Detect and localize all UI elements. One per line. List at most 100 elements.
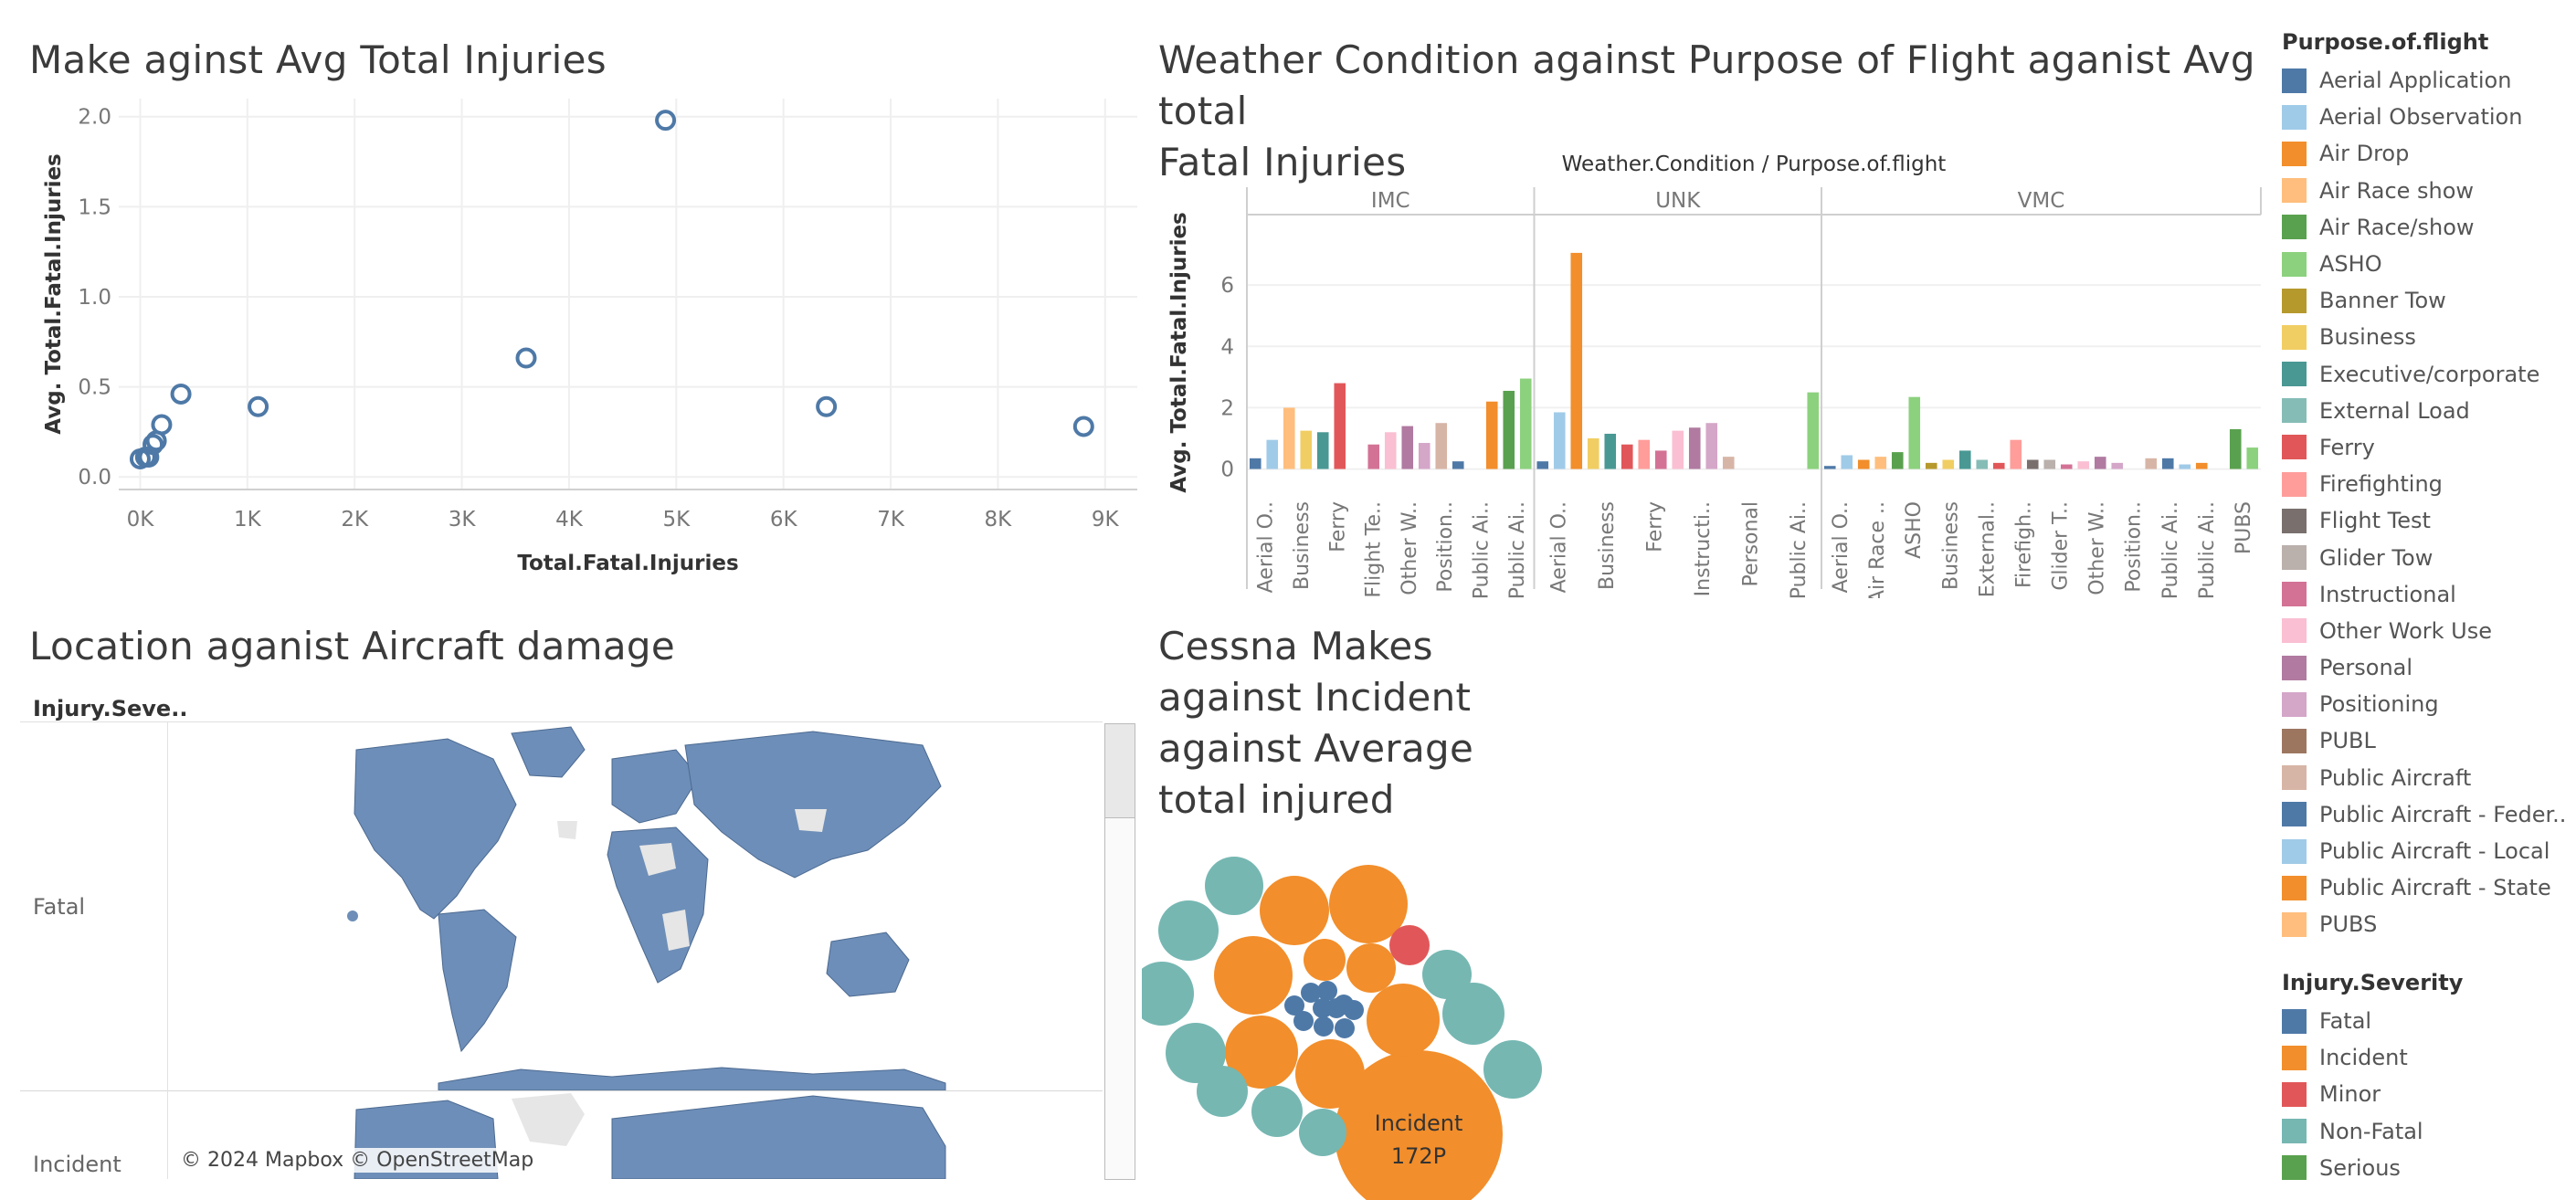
bubble-fatal-mark[interactable] [1284,995,1304,1016]
bar-mark[interactable] [1705,423,1718,469]
bar-mark[interactable] [2094,457,2106,469]
legend-purpose-item[interactable]: Glider Tow [2282,539,2565,575]
bar-mark[interactable] [1249,458,1262,469]
bar-mark[interactable] [1452,461,1464,469]
world-map-fatal[interactable] [338,722,950,1090]
legend-severity-item[interactable]: Fatal [2282,1003,2565,1039]
bubble-fatal-mark[interactable] [1317,981,1337,1001]
scatter-point[interactable] [655,110,677,132]
scatter-point[interactable] [170,383,192,405]
legend-purpose-list[interactable]: Aerial Application Aerial Observation Air … [2282,62,2565,971]
bubble-fatal-mark[interactable] [1335,1018,1355,1038]
scatter-point[interactable] [816,395,838,417]
bar-mark[interactable] [1823,466,1836,469]
bar-mark[interactable] [1485,401,1498,469]
bubble-non-fatal-mark[interactable] [1142,962,1194,1026]
scatter-point[interactable] [515,347,537,369]
bar-mark[interactable] [1807,392,1820,469]
legend-purpose-item[interactable]: Instructional [2282,576,2565,613]
bar-mark[interactable] [1519,378,1532,469]
bar-mark[interactable] [1553,412,1566,469]
legend-purpose-item[interactable]: Personal [2282,649,2565,686]
bar-mark[interactable] [1722,457,1735,469]
bar-mark[interactable] [1891,452,1904,469]
legend-purpose-item[interactable]: Air Race show [2282,173,2565,209]
legend-severity-list[interactable]: Fatal Incident Minor Non-Fatal Serious [2282,1003,2565,1186]
legend-purpose-item[interactable]: Other Work Use [2282,613,2565,649]
bar-mark[interactable] [1300,430,1313,469]
scatter-point[interactable] [151,414,173,436]
bar-mark[interactable] [1283,407,1295,469]
bar-mark[interactable] [2229,428,2242,469]
bubble-incident-mark[interactable] [1295,1039,1365,1109]
legend-severity-item[interactable]: Serious [2282,1150,2565,1186]
bar-mark[interactable] [1908,396,1921,469]
bar-mark[interactable] [2043,459,2056,469]
bar-mark[interactable] [1992,462,2005,469]
bubble-non-fatal-mark[interactable] [1205,857,1263,915]
bubble-fatal-mark[interactable] [1344,1000,1364,1020]
legend-purpose-item[interactable]: PUBL [2282,722,2565,759]
legend-purpose-item[interactable]: Public Aircraft - Feder.. [2282,796,2565,833]
bar-mark[interactable] [1435,423,1448,469]
legend-severity-item[interactable]: Minor [2282,1076,2565,1112]
bar-mark[interactable] [1367,444,1380,469]
legend-purpose-item[interactable]: PUBS [2282,906,2565,942]
bar-mark[interactable] [1638,439,1651,469]
bubble-incident-mark[interactable] [1225,1016,1298,1089]
legend-purpose-item[interactable]: Flight Test [2282,502,2565,539]
bar-mark[interactable] [1401,426,1414,469]
bar-mark[interactable] [1587,438,1599,469]
legend-purpose-item[interactable]: Public Aircraft - Local [2282,833,2565,869]
legend-purpose-item[interactable]: Executive/corporate [2282,356,2565,393]
bubble-non-fatal-mark[interactable] [1166,1023,1226,1083]
bubble-fatal-mark[interactable] [1293,1011,1314,1031]
bar-mark[interactable] [1958,450,1971,469]
bar-mark[interactable] [2161,458,2174,469]
legend-purpose-item[interactable]: Air Race/show [2282,209,2565,246]
legend-purpose-item[interactable]: Ferry [2282,429,2565,466]
bar-mark[interactable] [1841,455,1853,469]
bar-mark[interactable] [2010,439,2022,469]
bar-mark[interactable] [1874,457,1887,469]
bubble-non-fatal-mark[interactable] [1442,983,1504,1045]
legend-purpose-item[interactable]: Banner Tow [2282,282,2565,319]
bar-mark[interactable] [1976,459,1989,469]
bar-mark[interactable] [1654,450,1667,469]
legend-purpose-item[interactable]: Air Drop [2282,135,2565,172]
bubble-non-fatal-mark[interactable] [1158,900,1219,961]
scatter-point[interactable] [248,395,269,417]
bar-mark[interactable] [1503,390,1515,469]
bubble-non-fatal-mark[interactable] [1197,1066,1248,1117]
bubble-incident-mark[interactable] [1260,876,1329,945]
bubble-incident-mark[interactable] [1304,939,1346,981]
bar-mark[interactable] [1925,462,1937,469]
bubble-fatal-mark[interactable] [1301,983,1321,1003]
bar-mark[interactable] [1536,461,1549,469]
scatter-point[interactable] [1072,416,1094,437]
bar-mark[interactable] [2246,447,2259,469]
bar-mark[interactable] [1672,430,1684,469]
legend-severity-item[interactable]: Incident [2282,1039,2565,1076]
bubble-incident-mark[interactable] [1214,936,1293,1015]
bar-mark[interactable] [2179,464,2191,469]
legend-purpose-item[interactable]: Positioning [2282,686,2565,722]
bubble-minor-mark[interactable] [1389,925,1430,965]
bar-mark[interactable] [1266,439,1279,469]
bar-mark[interactable] [1316,432,1329,469]
legend-purpose-item[interactable]: Firefighting [2282,466,2565,502]
bar-mark[interactable] [2026,459,2039,469]
scatter-point[interactable] [143,434,164,456]
legend-severity-item[interactable]: Non-Fatal [2282,1113,2565,1150]
bar-mark[interactable] [1621,444,1633,469]
legend-purpose-item[interactable]: External Load [2282,393,2565,429]
bar-mark[interactable] [2195,462,2208,469]
bar-mark[interactable] [1857,459,1870,469]
map-scrollbar[interactable] [1104,723,1135,1180]
bar-mark[interactable] [1942,459,1955,469]
legend-purpose-item[interactable]: ASHO [2282,246,2565,282]
legend-purpose-item[interactable]: Business [2282,319,2565,355]
bar-mark[interactable] [2111,462,2124,469]
legend-purpose-item[interactable]: Aerial Observation [2282,99,2565,135]
bubble-fatal-mark[interactable] [1326,998,1346,1018]
